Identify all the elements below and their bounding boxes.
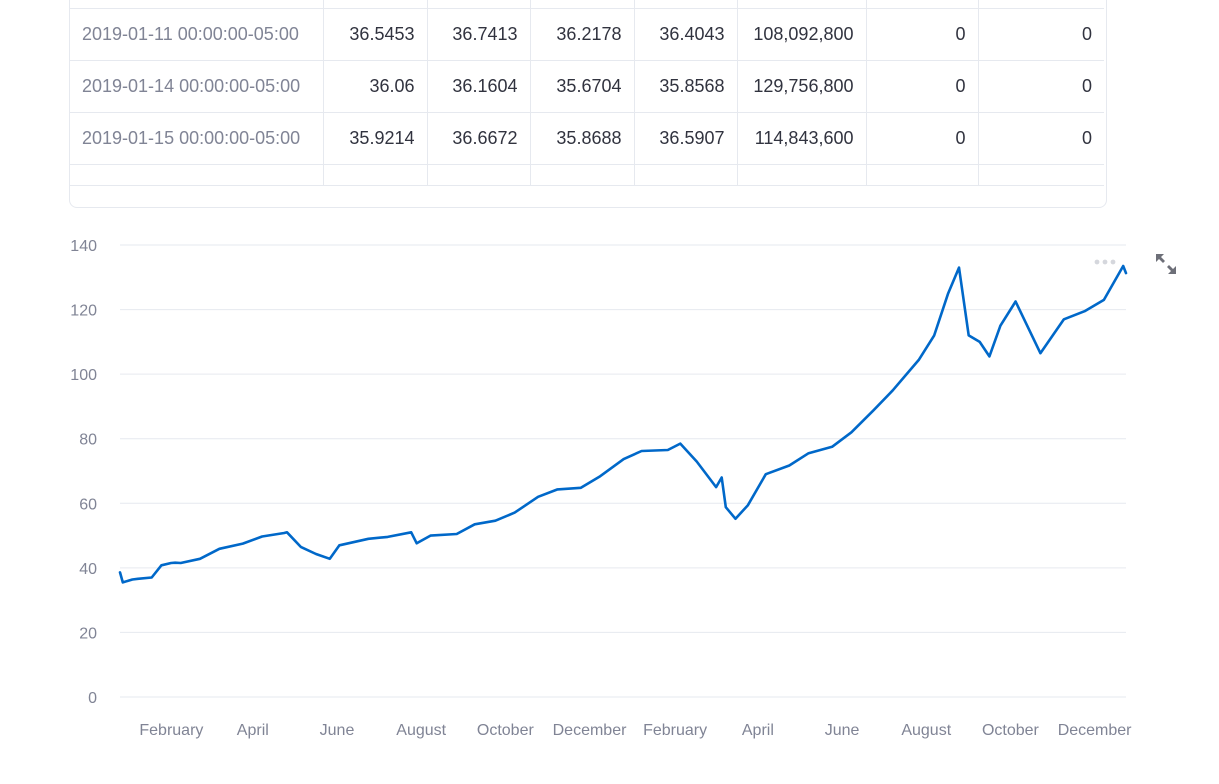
table-row-partial-top [70,0,1104,9]
cell-stock-splits: 0 [978,8,1104,61]
y-tick-label: 80 [79,432,97,449]
table-row[interactable]: 2019-01-14 00:00:00-05:00 36.06 36.1604 … [70,60,1104,113]
table-row[interactable]: 2019-01-11 00:00:00-05:00 36.5453 36.741… [70,8,1104,61]
x-tick-label: February [643,722,707,739]
cell-open: 36.06 [323,60,428,113]
table-row-partial-bottom [70,164,1104,186]
x-axis: February April June August October December Fe… [139,722,1132,739]
cell-dividends: 0 [866,60,979,113]
cell-stock-splits: 0 [978,112,1104,165]
line-chart[interactable]: 0 20 40 60 80 100 120 140 February April June Augu… [0,220,1219,784]
x-tick-label: December [553,722,627,739]
y-tick-label: 40 [79,561,97,578]
row-index-date: 2019-01-11 00:00:00-05:00 [70,8,324,61]
cell-high: 36.6672 [427,112,531,165]
chart-gridlines [120,244,1126,698]
cell-high: 36.1604 [427,60,531,113]
x-tick-label: April [742,722,774,739]
row-index-date: 2019-01-14 00:00:00-05:00 [70,60,324,113]
line-chart-svg[interactable]: 0 20 40 60 80 100 120 140 February April June Augu… [0,220,1219,784]
fullscreen-expand-icon[interactable] [1153,251,1179,277]
y-axis: 0 20 40 60 80 100 120 140 [70,238,97,707]
x-tick-label: August [901,722,951,739]
x-tick-label: October [477,722,535,739]
x-tick-label: April [237,722,269,739]
cell-volume: 129,756,800 [737,60,867,113]
cell-close: 36.5907 [634,112,738,165]
cell-low: 36.2178 [530,8,635,61]
cell-stock-splits: 0 [978,60,1104,113]
cell-close: 35.8568 [634,60,738,113]
dataframe-table[interactable]: 2019-01-11 00:00:00-05:00 36.5453 36.741… [69,0,1107,208]
cell-volume: 108,092,800 [737,8,867,61]
cell-open: 36.5453 [323,8,428,61]
y-tick-label: 20 [79,625,97,642]
cell-close: 36.4043 [634,8,738,61]
more-horizontal-icon[interactable] [1092,257,1118,267]
row-index-date: 2019-01-15 00:00:00-05:00 [70,112,324,165]
y-tick-label: 0 [88,690,97,707]
y-tick-label: 100 [70,367,97,384]
table-row[interactable]: 2019-01-15 00:00:00-05:00 35.9214 36.667… [70,112,1104,165]
x-tick-label: December [1058,722,1132,739]
x-tick-label: June [320,722,355,739]
y-tick-label: 140 [70,238,97,255]
x-tick-label: October [982,722,1040,739]
cell-high: 36.7413 [427,8,531,61]
cell-open: 35.9214 [323,112,428,165]
x-tick-label: August [396,722,446,739]
y-tick-label: 120 [70,303,97,320]
cell-low: 35.6704 [530,60,635,113]
x-tick-label: February [139,722,203,739]
series-line [118,264,1128,584]
y-tick-label: 60 [79,496,97,513]
cell-dividends: 0 [866,8,979,61]
cell-volume: 114,843,600 [737,112,867,165]
cell-dividends: 0 [866,112,979,165]
x-tick-label: June [825,722,860,739]
cell-low: 35.8688 [530,112,635,165]
